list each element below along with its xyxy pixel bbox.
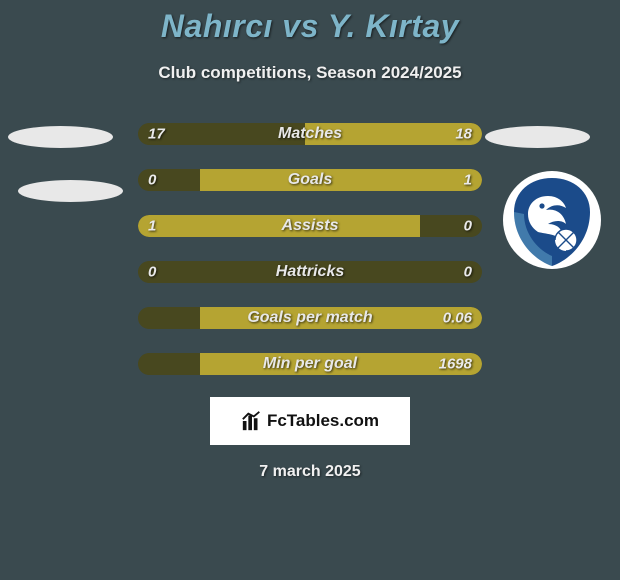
- stat-row: Min per goal 1698: [138, 353, 482, 375]
- brand-box: FcTables.com: [210, 397, 410, 445]
- page-title: Nahırcı vs Y. Kırtay: [0, 8, 620, 45]
- stat-label: Goals: [288, 171, 332, 189]
- stat-row: Goals per match 0.06: [138, 307, 482, 329]
- stat-value-left: 0: [148, 172, 156, 189]
- stat-value-right: 1: [464, 172, 472, 189]
- club-crest: [502, 170, 602, 270]
- left-player-badge-2: [18, 180, 123, 202]
- stat-value-left: 0: [148, 264, 156, 281]
- brand-icon: [241, 410, 263, 432]
- content-root: Nahırcı vs Y. Kırtay Club competitions, …: [0, 0, 620, 580]
- stat-row: Assists 1 0: [138, 215, 482, 237]
- footer-date: 7 march 2025: [0, 463, 620, 481]
- stat-value-right: 0: [464, 218, 472, 235]
- stat-row: Hattricks 0 0: [138, 261, 482, 283]
- left-player-badge-1: [8, 126, 113, 148]
- stat-label: Assists: [282, 217, 339, 235]
- stat-row: Matches 17 18: [138, 123, 482, 145]
- stats-bars: Matches1718Goals01Assists10Hattricks00Go…: [138, 123, 482, 375]
- stat-value-left: 1: [148, 218, 156, 235]
- crest-icon: [502, 170, 602, 270]
- stat-row: Goals 0 1: [138, 169, 482, 191]
- subtitle: Club competitions, Season 2024/2025: [0, 63, 620, 83]
- stat-value-right: 18: [455, 126, 472, 143]
- stat-value-right: 1698: [439, 356, 472, 373]
- stat-label: Matches: [278, 125, 342, 143]
- stat-value-right: 0.06: [443, 310, 472, 327]
- stat-value-left: 17: [148, 126, 165, 143]
- brand-text: FcTables.com: [267, 411, 379, 431]
- stat-label: Goals per match: [247, 309, 372, 327]
- stat-label: Hattricks: [276, 263, 344, 281]
- right-player-badge: [485, 126, 590, 148]
- stat-value-right: 0: [464, 264, 472, 281]
- stat-label: Min per goal: [263, 355, 357, 373]
